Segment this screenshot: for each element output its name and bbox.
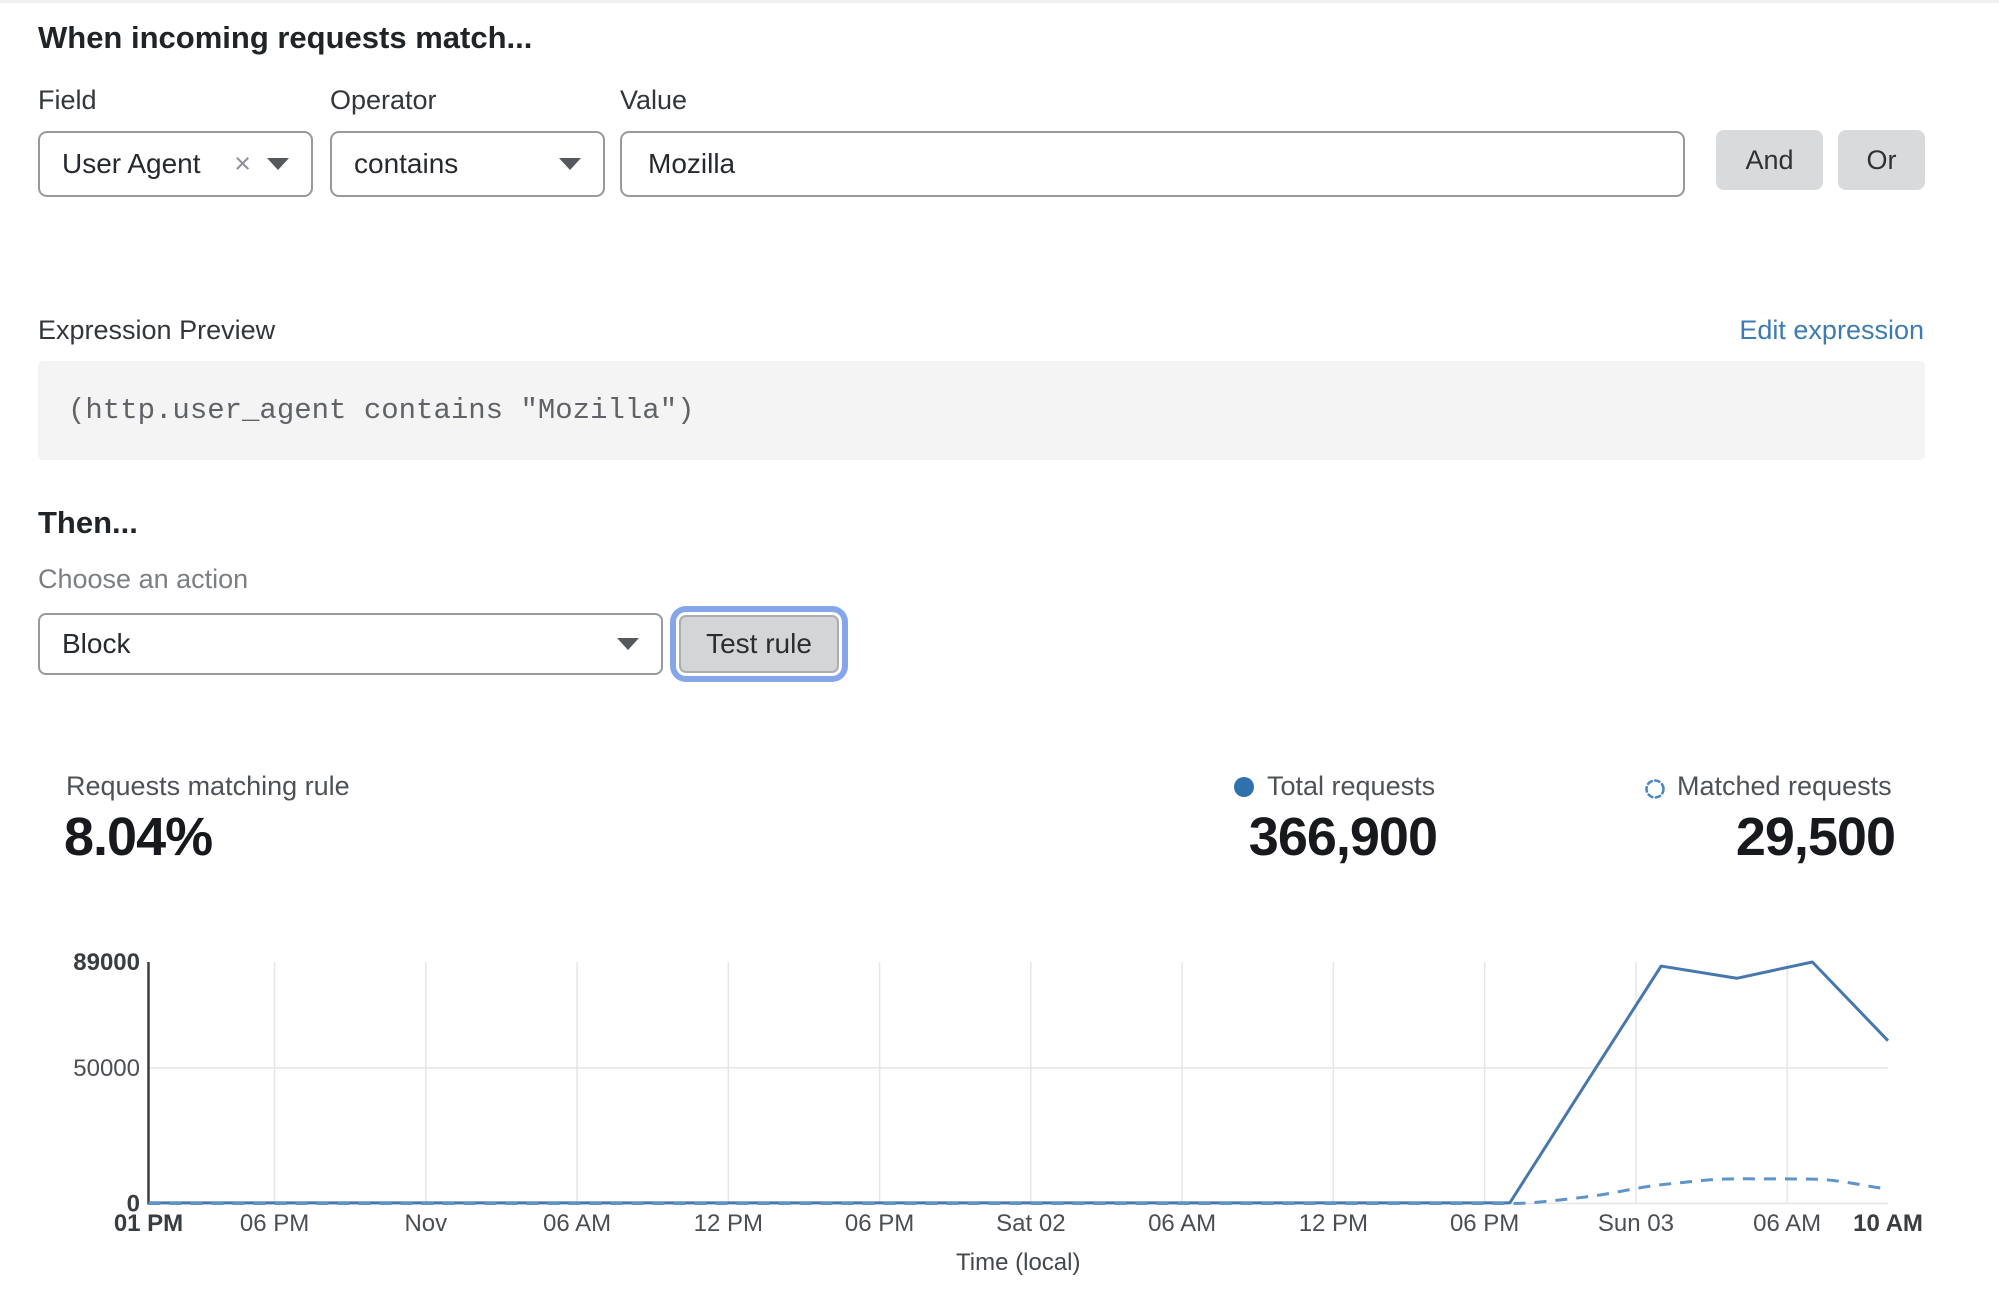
svg-text:50000: 50000 [73,1055,140,1082]
svg-text:89000: 89000 [73,949,140,976]
matched-requests-dashed-circle-icon [1644,776,1666,799]
rule-match-heading: When incoming requests match... [38,20,533,55]
field-label: Field [38,85,97,115]
svg-text:01 PM: 01 PM [114,1210,183,1237]
matched-stat-label-text: Matched requests [1677,771,1892,801]
operator-select[interactable]: contains [330,131,605,197]
expression-preview-label: Expression Preview [38,315,276,345]
total-stat-label-text: Total requests [1267,771,1436,801]
matched-stat-label: Matched requests [1644,771,1892,802]
clear-field-icon[interactable]: × [234,147,251,180]
value-input-text: Mozilla [648,148,736,179]
total-stat-value: 366,900 [1248,807,1438,867]
expression-preview-box: (http.user_agent contains "Mozilla") [38,361,1925,460]
operator-select-value: contains [354,148,459,179]
value-input[interactable]: Mozilla [620,131,1685,197]
chevron-down-icon [267,158,289,170]
svg-text:06 PM: 06 PM [845,1210,914,1237]
svg-text:12 PM: 12 PM [1299,1210,1368,1237]
svg-text:0: 0 [127,1191,140,1218]
total-requests-dot-icon [1234,776,1254,797]
svg-text:12 PM: 12 PM [694,1210,763,1237]
field-select-value: User Agent [62,148,201,179]
test-rule-button[interactable]: Test rule [679,615,839,673]
svg-text:06 AM: 06 AM [543,1210,611,1237]
top-edge-divider [0,0,1999,3]
action-select[interactable]: Block [38,613,663,675]
expression-code: (http.user_agent contains "Mozilla") [68,394,695,427]
svg-text:06 PM: 06 PM [1450,1210,1519,1237]
svg-text:06 PM: 06 PM [240,1210,309,1237]
action-select-value: Block [62,628,131,659]
edit-expression-link[interactable]: Edit expression [1739,315,1924,345]
matching-stat-value: 8.04% [64,807,213,867]
then-heading: Then... [38,505,138,540]
svg-text:10 AM: 10 AM [1853,1210,1923,1237]
choose-action-label: Choose an action [38,564,249,594]
svg-text:Sat 02: Sat 02 [996,1210,1065,1237]
total-stat-label: Total requests [1234,771,1435,802]
requests-time-series-chart: 0 50000 89000 01 PM 06 PM Nov 06 AM 12 PM 06 PM S… [73,949,1923,1276]
and-button[interactable]: And [1716,130,1823,190]
chevron-down-icon [617,638,639,650]
svg-text:06 AM: 06 AM [1753,1210,1821,1237]
matched-stat-value: 29,500 [1735,807,1896,867]
svg-text:Nov: Nov [404,1210,447,1237]
svg-text:Time (local): Time (local) [956,1249,1080,1276]
operator-label: Operator [330,85,437,115]
field-select[interactable]: User Agent × [38,131,313,197]
svg-text:06 AM: 06 AM [1148,1210,1216,1237]
or-button[interactable]: Or [1838,130,1925,190]
chevron-down-icon [559,158,581,170]
matching-stat-label: Requests matching rule [66,771,350,801]
value-label: Value [620,85,688,115]
svg-text:Sun 03: Sun 03 [1598,1210,1674,1237]
